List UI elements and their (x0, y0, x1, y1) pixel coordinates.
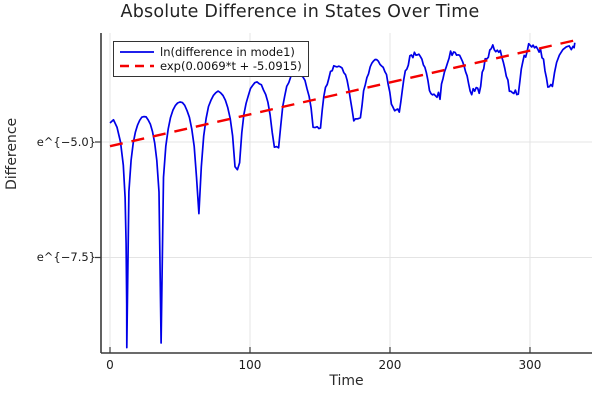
x-tick-label: 100 (238, 358, 262, 372)
legend-line-sample-solid-icon (120, 51, 154, 53)
legend-item-label: ln(difference in mode1) (160, 45, 295, 59)
legend-item-red: exp(0.0069*t + -5.0915) (119, 59, 302, 73)
legend-line-sample-dashed-icon (120, 64, 154, 68)
y-tick-label: e^{−5.0} (36, 134, 96, 149)
legend: ln(difference in mode1) exp(0.0069*t + -… (113, 41, 309, 77)
x-tick-label: 300 (518, 358, 542, 372)
x-axis-label: Time (329, 373, 364, 389)
legend-item-blue: ln(difference in mode1) (119, 45, 302, 59)
legend-item-label: exp(0.0069*t + -5.0915) (160, 59, 302, 73)
x-tick-label: 200 (378, 358, 402, 372)
series-exp-fit (109, 38, 578, 148)
y-tick-label: e^{−7.5} (36, 250, 96, 265)
x-tick-label: 0 (106, 358, 114, 372)
y-axis-label: Difference (4, 117, 20, 190)
chart-title: Absolute Difference in States Over Time (120, 2, 480, 22)
series-ln-difference (109, 42, 576, 349)
